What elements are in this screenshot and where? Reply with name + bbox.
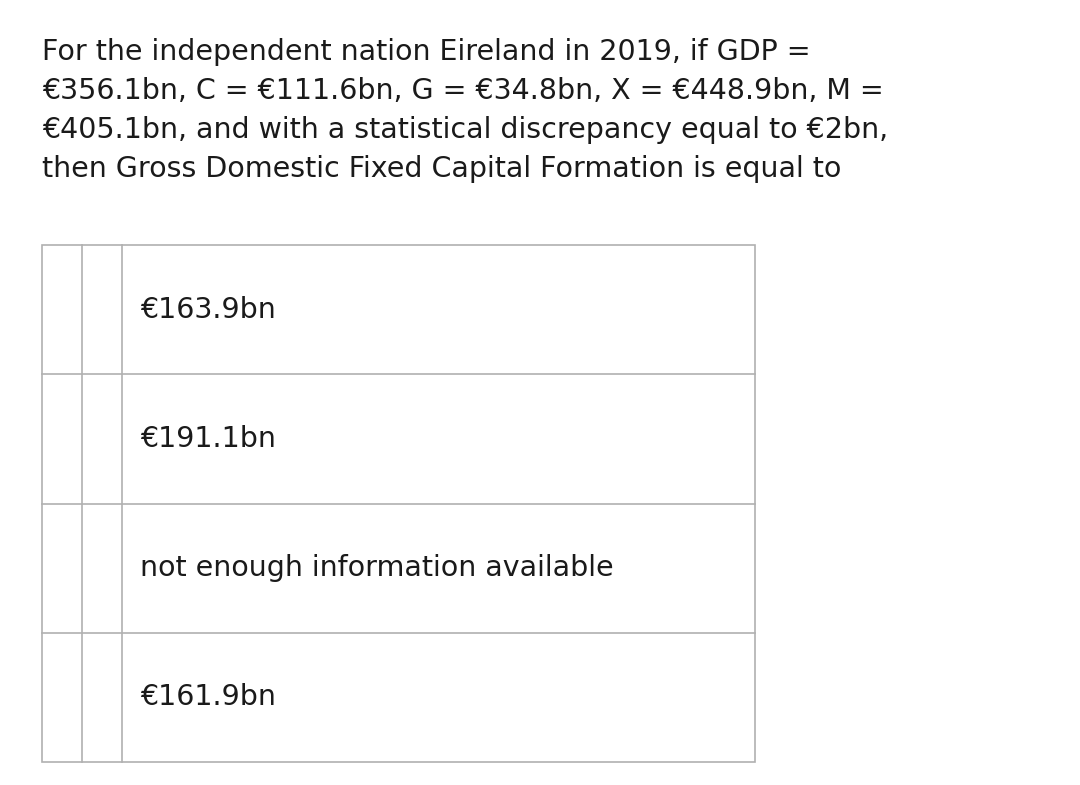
Bar (42, 245, 755, 762)
Text: €161.9bn: €161.9bn (140, 684, 275, 711)
Text: €191.1bn: €191.1bn (140, 425, 275, 453)
Text: not enough information available: not enough information available (140, 554, 613, 582)
Text: €163.9bn: €163.9bn (140, 296, 275, 323)
Text: For the independent nation Eireland in 2019, if GDP =
€356.1bn, C = €111.6bn, G : For the independent nation Eireland in 2… (42, 38, 888, 183)
